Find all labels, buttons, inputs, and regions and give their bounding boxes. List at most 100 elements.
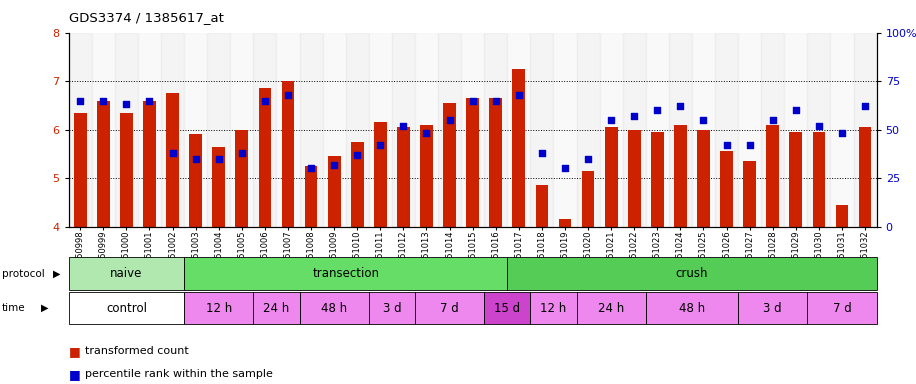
Bar xyxy=(835,205,848,227)
Point xyxy=(812,122,826,129)
Bar xyxy=(489,98,502,227)
Text: 3 d: 3 d xyxy=(763,302,782,314)
Bar xyxy=(761,33,784,227)
Bar xyxy=(351,142,364,227)
Bar xyxy=(74,113,87,227)
Bar xyxy=(858,127,871,227)
Bar xyxy=(184,292,254,324)
Text: percentile rank within the sample: percentile rank within the sample xyxy=(85,369,273,379)
Bar xyxy=(623,33,646,227)
Bar xyxy=(576,33,600,227)
Point xyxy=(96,98,111,104)
Bar xyxy=(69,292,184,324)
Text: 48 h: 48 h xyxy=(322,302,347,314)
Bar xyxy=(420,125,433,227)
Point xyxy=(488,98,503,104)
Bar xyxy=(807,292,877,324)
Bar xyxy=(530,33,553,227)
Bar xyxy=(646,292,738,324)
Bar xyxy=(184,257,507,290)
Bar xyxy=(669,33,692,227)
Bar xyxy=(92,33,114,227)
Point xyxy=(627,113,641,119)
Bar xyxy=(235,130,248,227)
Bar xyxy=(392,33,415,227)
Bar xyxy=(207,33,230,227)
Text: GDS3374 / 1385617_at: GDS3374 / 1385617_at xyxy=(69,12,224,25)
Text: protocol: protocol xyxy=(2,268,45,279)
Bar xyxy=(369,292,415,324)
Bar xyxy=(512,69,525,227)
Point xyxy=(350,152,365,158)
Point xyxy=(857,103,872,109)
Text: transection: transection xyxy=(312,267,379,280)
Bar xyxy=(305,166,318,227)
Point xyxy=(396,122,410,129)
Bar xyxy=(831,33,854,227)
Point xyxy=(604,117,618,123)
Bar xyxy=(69,257,184,290)
Text: ▶: ▶ xyxy=(53,268,60,279)
Point xyxy=(719,142,734,148)
Bar xyxy=(553,33,576,227)
Text: transformed count: transformed count xyxy=(85,346,189,356)
Point xyxy=(465,98,480,104)
Point xyxy=(257,98,272,104)
Bar xyxy=(190,134,202,227)
Bar xyxy=(466,98,479,227)
Bar xyxy=(485,292,530,324)
Text: 3 d: 3 d xyxy=(383,302,401,314)
Point xyxy=(373,142,387,148)
Bar xyxy=(790,132,802,227)
Text: ■: ■ xyxy=(69,368,81,381)
Point xyxy=(304,165,319,171)
Text: 24 h: 24 h xyxy=(598,302,625,314)
Point xyxy=(535,150,550,156)
Bar xyxy=(230,33,254,227)
Text: ▶: ▶ xyxy=(41,303,49,313)
Text: 24 h: 24 h xyxy=(263,302,289,314)
Point xyxy=(511,92,526,98)
Bar xyxy=(254,292,300,324)
Bar xyxy=(692,33,715,227)
Bar xyxy=(738,33,761,227)
Bar xyxy=(415,33,438,227)
Bar xyxy=(605,127,617,227)
Point xyxy=(142,98,157,104)
Bar xyxy=(254,33,277,227)
Bar xyxy=(369,33,392,227)
Bar xyxy=(697,130,710,227)
Bar xyxy=(438,33,461,227)
Bar xyxy=(397,127,409,227)
Bar xyxy=(374,122,387,227)
Bar xyxy=(582,171,594,227)
Text: 7 d: 7 d xyxy=(833,302,851,314)
Bar xyxy=(300,292,369,324)
Bar xyxy=(738,292,807,324)
Point xyxy=(165,150,180,156)
Point xyxy=(558,165,572,171)
Bar xyxy=(258,88,271,227)
Bar xyxy=(120,113,133,227)
Bar xyxy=(715,33,738,227)
Bar xyxy=(720,151,733,227)
Bar xyxy=(627,130,640,227)
Point xyxy=(189,156,203,162)
Bar xyxy=(166,93,179,227)
Point xyxy=(119,101,134,108)
Bar xyxy=(281,81,294,227)
Bar xyxy=(328,156,341,227)
Point xyxy=(327,161,342,167)
Bar xyxy=(576,292,646,324)
Bar xyxy=(443,103,456,227)
Text: 12 h: 12 h xyxy=(205,302,232,314)
Point xyxy=(581,156,595,162)
Bar xyxy=(651,132,664,227)
Point xyxy=(834,131,849,137)
Point xyxy=(420,131,434,137)
Point xyxy=(442,117,457,123)
Point xyxy=(673,103,688,109)
Bar xyxy=(138,33,161,227)
Point xyxy=(766,117,780,123)
Bar xyxy=(674,125,687,227)
